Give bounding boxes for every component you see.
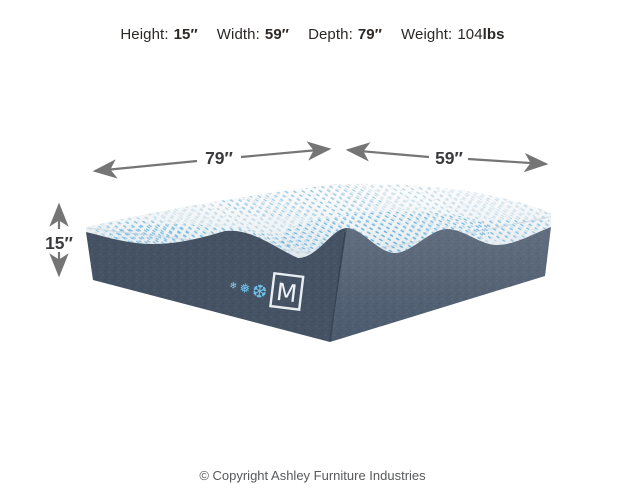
spec-weight-unit: lbs [482, 26, 505, 43]
brand-logo: ❄ ❅ ❆ M [229, 272, 305, 311]
width-arrow-right [467, 152, 549, 173]
mattress: ❄ ❅ ❆ M [86, 183, 551, 342]
spec-height: Height: 15″ [120, 26, 197, 43]
spec-depth-label: Depth: [308, 26, 353, 43]
mattress-corner-crease [329, 231, 346, 342]
spec-width-label: Width: [216, 26, 260, 43]
width-arrow-left [345, 142, 430, 162]
spec-height-value: 15″ [173, 26, 198, 43]
snowflake-small-icon: ❄ [229, 281, 238, 292]
mattress-base-left-face-shade [86, 228, 347, 342]
depth-arrow-left [92, 159, 198, 179]
spec-width: Width: 59″ [217, 26, 289, 43]
copyright-text: © Copyright Ashley Furniture Industries [199, 468, 426, 483]
depth-arrow-right [240, 141, 332, 161]
spec-weight-label: Weight: [401, 26, 453, 43]
spec-depth: Depth: 79″ [308, 26, 382, 43]
spec-height-label: Height: [120, 26, 169, 43]
spec-depth-value: 79″ [357, 26, 383, 43]
width-dimension-label: 59″ [435, 148, 463, 168]
dimension-annotations [49, 141, 549, 278]
height-dimension-label: 15″ [45, 233, 73, 253]
snowflake-large-icon: ❆ [251, 281, 269, 304]
spec-header: Height: 15″ Width: 59″ Depth: 79″ Weight… [0, 26, 625, 43]
logo-letter: M [275, 278, 299, 308]
spec-width-value: 59″ [264, 26, 290, 43]
logo-frame [269, 272, 305, 311]
spec-weight-value: 104 [457, 26, 483, 43]
depth-dimension-label: 79″ [205, 148, 233, 168]
snowflake-medium-icon: ❅ [238, 281, 251, 297]
spec-weight: Weight: 104 lbs [401, 26, 505, 43]
mattress-base-right-face-highlight [330, 227, 551, 342]
